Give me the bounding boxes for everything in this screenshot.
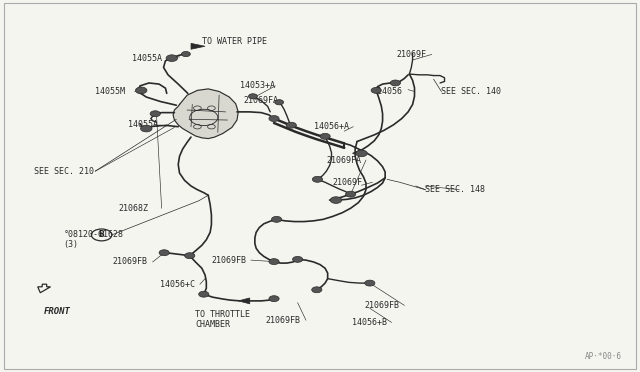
Text: 14056+B: 14056+B: [352, 318, 387, 327]
Circle shape: [269, 259, 279, 264]
Circle shape: [275, 100, 284, 105]
Text: 21069FA: 21069FA: [326, 155, 362, 164]
Polygon shape: [238, 298, 250, 304]
Text: SEE SEC. 210: SEE SEC. 210: [34, 167, 94, 176]
Circle shape: [141, 125, 152, 132]
Circle shape: [184, 253, 195, 259]
Circle shape: [312, 287, 322, 293]
Circle shape: [292, 256, 303, 262]
Text: 14053+A: 14053+A: [240, 81, 275, 90]
Text: B: B: [99, 230, 104, 240]
Text: 14055M: 14055M: [95, 87, 125, 96]
Text: 14056: 14056: [378, 87, 403, 96]
Circle shape: [320, 134, 330, 139]
Text: 14055A: 14055A: [132, 54, 162, 62]
Circle shape: [390, 80, 401, 86]
Circle shape: [269, 116, 279, 122]
Text: 21069FB: 21069FB: [113, 257, 147, 266]
Circle shape: [365, 280, 375, 286]
Text: FRONT: FRONT: [44, 307, 70, 316]
Text: 14056+A: 14056+A: [314, 122, 349, 131]
Circle shape: [198, 291, 209, 297]
Text: TO WATER PIPE: TO WATER PIPE: [202, 37, 267, 46]
Text: 21068Z: 21068Z: [119, 204, 149, 213]
Polygon shape: [173, 89, 238, 138]
Circle shape: [248, 94, 257, 99]
Circle shape: [181, 51, 190, 57]
Text: SEE SEC. 148: SEE SEC. 148: [426, 185, 485, 194]
Text: °08120-61628
(3): °08120-61628 (3): [63, 230, 124, 250]
Text: 21069FB: 21069FB: [365, 301, 400, 310]
Text: 21069FB: 21069FB: [266, 316, 301, 325]
Circle shape: [271, 217, 282, 222]
Circle shape: [312, 176, 323, 182]
Circle shape: [346, 191, 356, 197]
Circle shape: [269, 296, 279, 302]
Circle shape: [286, 122, 296, 128]
Circle shape: [150, 111, 161, 117]
Circle shape: [166, 55, 177, 61]
Circle shape: [330, 197, 342, 203]
Text: 14055A: 14055A: [129, 121, 159, 129]
Circle shape: [371, 87, 381, 93]
Text: TO THROTTLE
CHAMBER: TO THROTTLE CHAMBER: [195, 310, 250, 329]
Text: 21069F: 21069F: [333, 178, 363, 187]
Text: 21069F: 21069F: [397, 50, 427, 59]
Text: 21069FB: 21069FB: [211, 256, 246, 264]
Text: AP·*00·6: AP·*00·6: [584, 352, 621, 361]
Text: 14056+C: 14056+C: [161, 280, 195, 289]
Circle shape: [356, 150, 367, 157]
Polygon shape: [191, 43, 205, 49]
Text: SEE SEC. 140: SEE SEC. 140: [442, 87, 501, 96]
Text: 21069FA: 21069FA: [243, 96, 278, 105]
Circle shape: [159, 250, 170, 256]
Circle shape: [136, 87, 147, 94]
